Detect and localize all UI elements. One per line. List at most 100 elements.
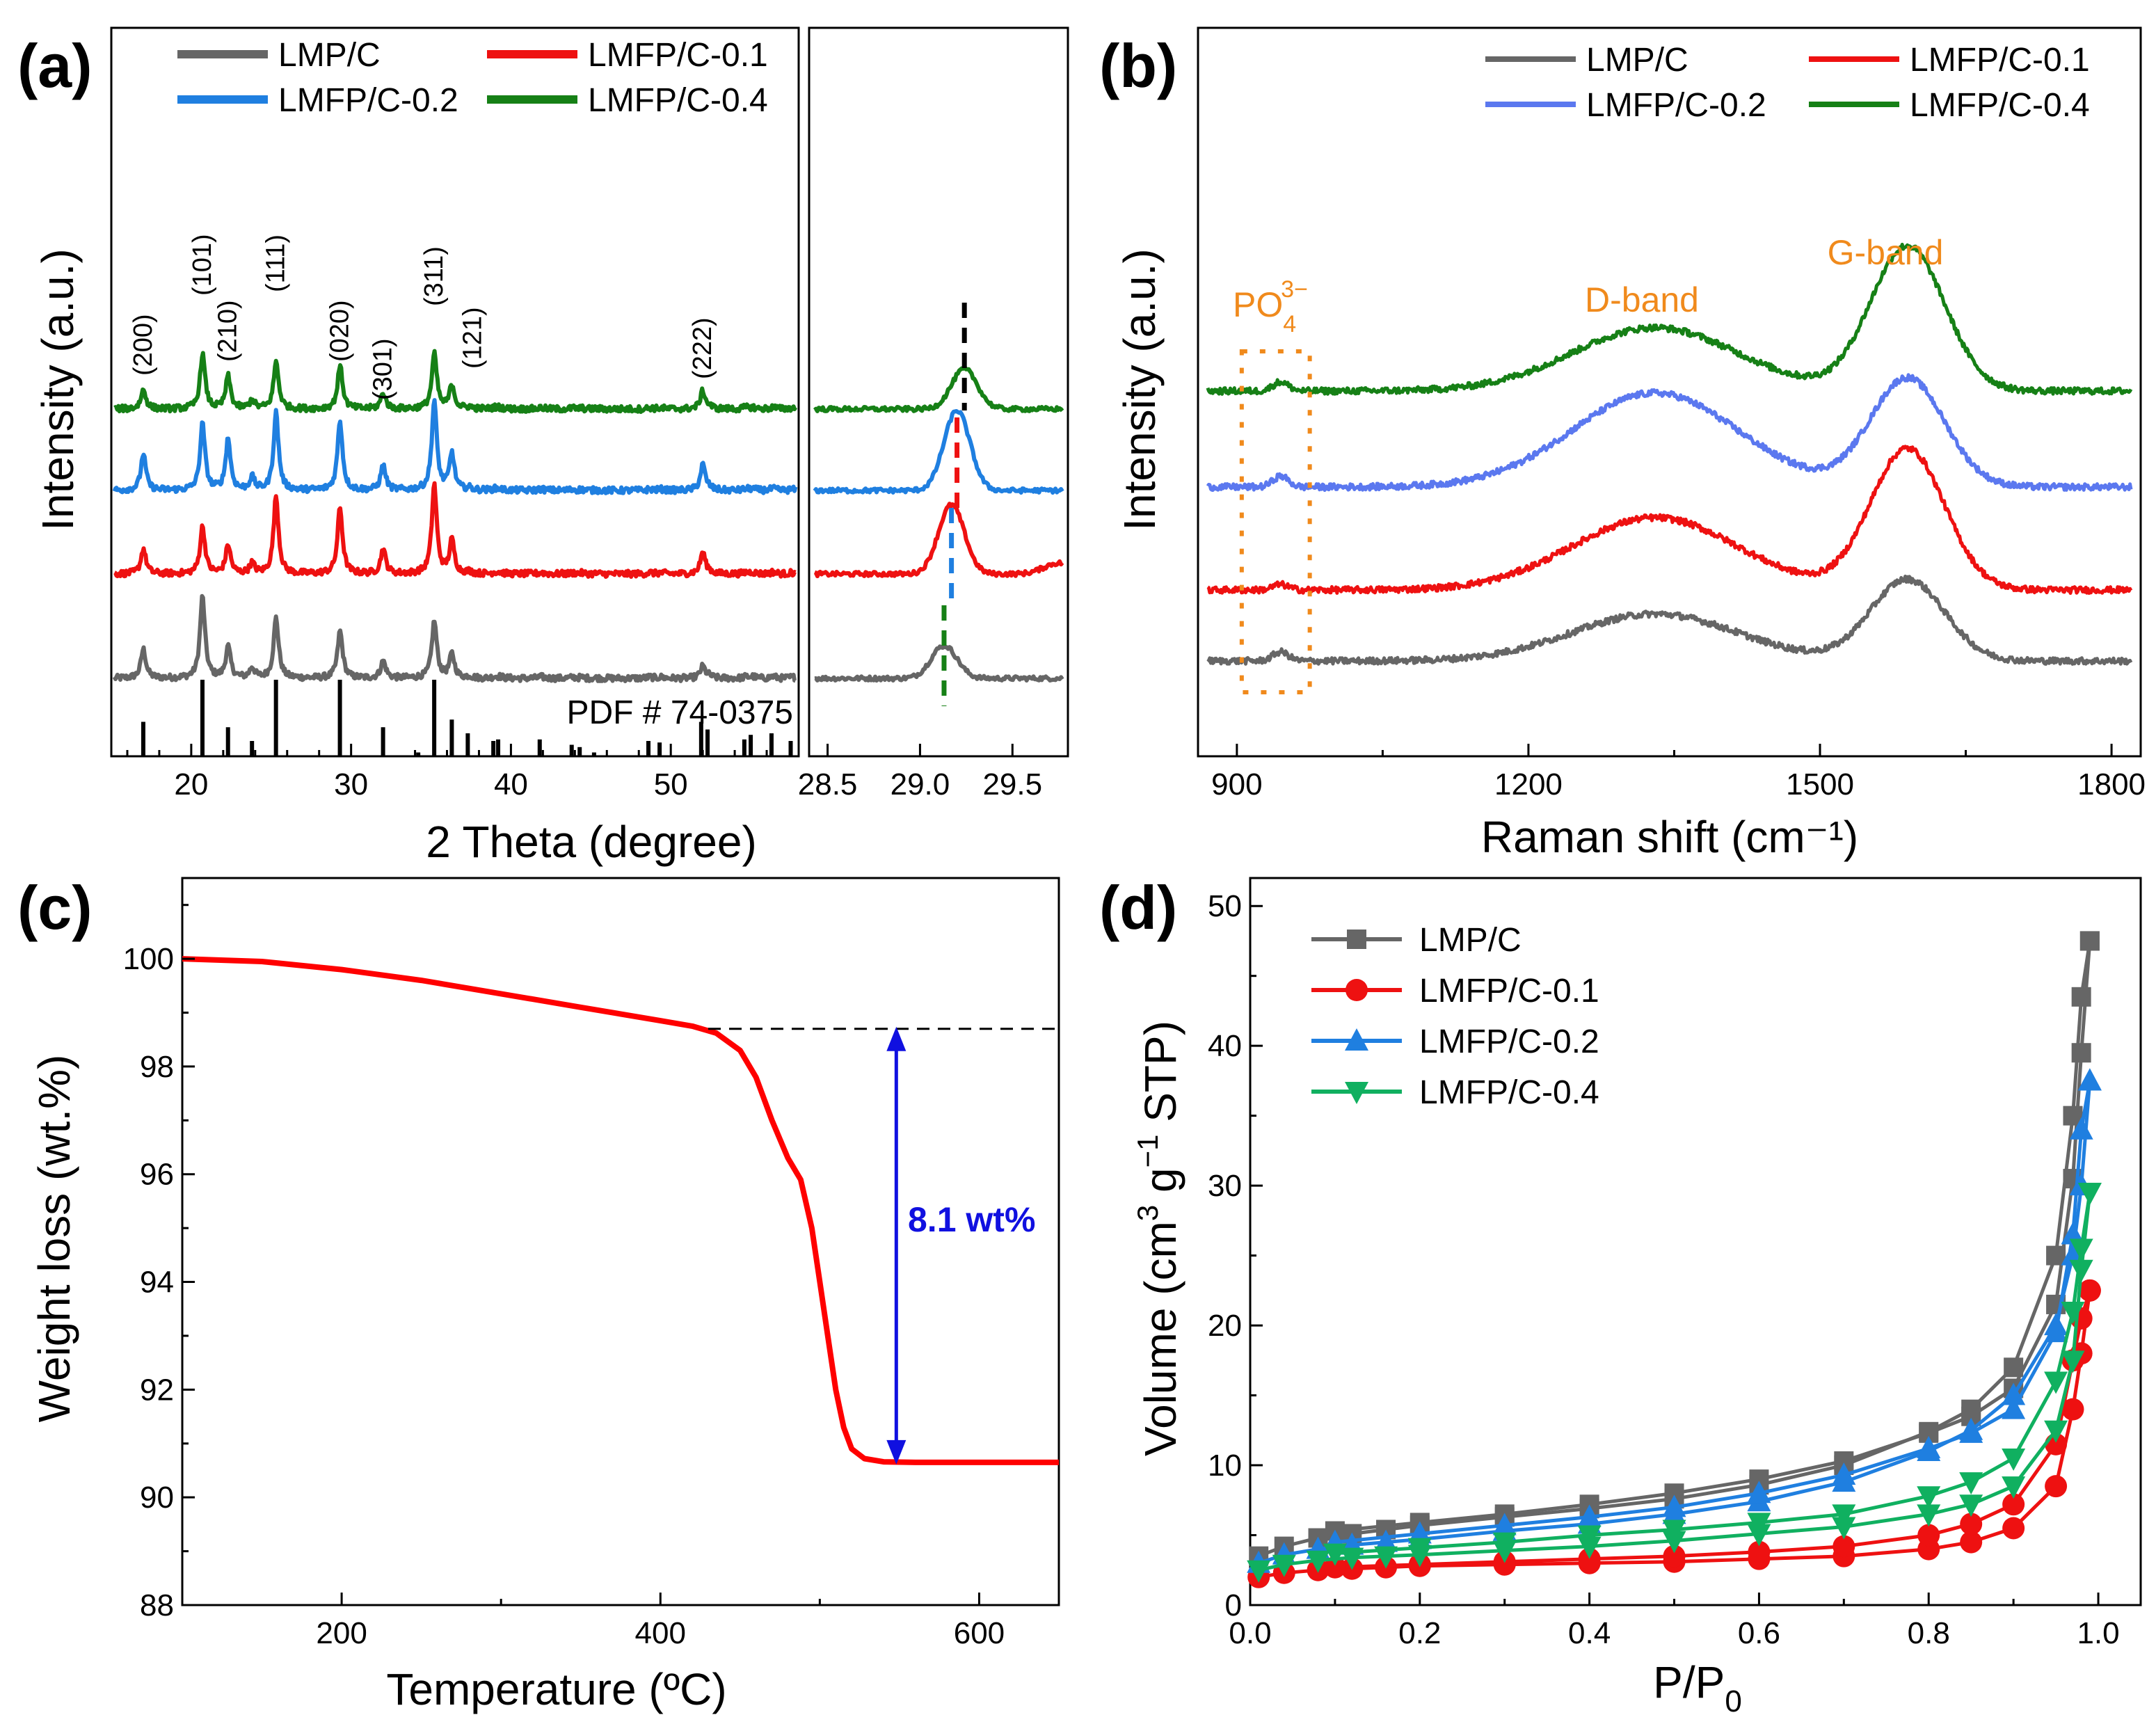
d-legend-marker-3 xyxy=(1345,1082,1368,1104)
isotherm-point-2-desorption-7 xyxy=(1832,1462,1856,1485)
tga-curve xyxy=(182,956,1059,1465)
xrd-line-2 xyxy=(112,398,798,495)
arrow-head-bottom xyxy=(886,1439,907,1465)
isotherm-point-2-desorption-1 xyxy=(2069,1117,2093,1140)
weight-loss-annotation: 8.1 wt% xyxy=(908,1200,1035,1239)
arrow-head-top xyxy=(886,1026,907,1051)
xtick-label-a-2: 40 xyxy=(494,767,528,801)
panel-b-annotations: PO4 3− D-band G-band xyxy=(1233,233,1943,337)
isotherm-desorption-3 xyxy=(1334,1192,2092,1556)
isotherm-point-1-desorption-8 xyxy=(1748,1540,1771,1563)
isotherm-point-2-desorption-6 xyxy=(1917,1435,1941,1458)
isotherm-point-3-desorption-7 xyxy=(1832,1504,1856,1527)
xrd-inset-line-0 xyxy=(813,642,1064,683)
isotherm-point-3-adsorption-0 xyxy=(1247,1560,1271,1583)
panel-a-plot xyxy=(112,303,1064,756)
isotherm-point-2-desorption-2 xyxy=(2061,1222,2085,1245)
xtick-label-d-5: 1.0 xyxy=(2077,1616,2119,1650)
isotherm-point-3-desorption-1 xyxy=(2069,1238,2093,1261)
hkl-label-6: (311) xyxy=(420,246,449,306)
isotherm-point-3-desorption-11 xyxy=(1492,1532,1517,1555)
isotherm-adsorption-0 xyxy=(1258,941,2092,1558)
panel-b: (b) 900 1200 1500 1800 Raman shift (cm⁻¹) I… xyxy=(1099,26,2146,862)
raman-line-0 xyxy=(1206,574,2133,666)
isotherm-point-1-adsorption-15 xyxy=(2061,1398,2084,1421)
ytick-label-c-1: 90 xyxy=(140,1481,174,1515)
panel-b-plot xyxy=(1206,242,2133,694)
xtick-label-b-0: 900 xyxy=(1211,767,1262,801)
xtick-label-d-4: 0.8 xyxy=(1908,1616,1950,1650)
panel-a-hkl-labels: (200) (101) (210) (111) (020) (301) (311) (121)… xyxy=(129,234,717,400)
isotherm-point-2-desorption-9 xyxy=(1662,1494,1686,1517)
isotherm-point-3-desorption-4 xyxy=(2002,1448,2026,1471)
po4-main: PO xyxy=(1233,285,1283,324)
isotherm-point-0-desorption-1 xyxy=(2071,1043,2091,1063)
panel-d-xlabel-sub: 0 xyxy=(1725,1684,1741,1718)
legend-label-lmfp04: LMFP/C-0.4 xyxy=(588,82,768,119)
isotherm-point-1-desorption-5 xyxy=(1960,1513,1983,1535)
ytick-label-d-5: 50 xyxy=(1208,889,1242,923)
isotherm-point-3-adsorption-8 xyxy=(1662,1531,1686,1554)
isotherm-point-2-desorption-8 xyxy=(1747,1481,1771,1503)
xtick-label-d-2: 0.4 xyxy=(1568,1616,1611,1650)
isotherm-point-3-desorption-10 xyxy=(1577,1525,1602,1548)
panel-b-ticks: 900 1200 1500 1800 xyxy=(1211,744,2146,801)
panel-c-ylabel: Weight loss (wt.%) xyxy=(29,1055,79,1423)
ytick-label-c-2: 92 xyxy=(140,1373,174,1407)
isotherm-point-3-adsorption-16 xyxy=(2069,1259,2093,1282)
xtick-label-inset-1: 29.0 xyxy=(891,767,950,801)
isotherm-point-3-adsorption-13 xyxy=(2002,1476,2026,1499)
hkl-label-1: (101) xyxy=(188,234,217,296)
panel-a-ticks: 20 30 40 50 28.5 29.0 29.5 xyxy=(126,744,1042,801)
panel-a-legend: LMP/C LMFP/C-0.1 LMFP/C-0.2 LMFP/C-0.4 xyxy=(177,37,768,119)
d-band-label: D-band xyxy=(1585,280,1699,319)
isotherm-point-2-desorption-4 xyxy=(2002,1396,2026,1419)
hkl-label-3: (111) xyxy=(262,234,291,292)
isotherm-point-3-desorption-9 xyxy=(1662,1519,1686,1542)
xtick-label-a-3: 50 xyxy=(654,767,688,801)
d-legend-label-lmfp02: LMFP/C-0.2 xyxy=(1419,1023,1599,1060)
ytick-label-d-4: 40 xyxy=(1208,1029,1242,1063)
d-legend-marker-1 xyxy=(1345,979,1368,1001)
panel-c-frame xyxy=(181,877,1060,1606)
panel-b-ylabel: Intensity (a.u.) xyxy=(1115,248,1165,531)
xrd-inset-line-3 xyxy=(813,365,1064,413)
po4-box xyxy=(1239,349,1312,694)
b-legend-label-lmfp02: LMFP/C-0.2 xyxy=(1586,87,1766,124)
isotherm-desorption-0 xyxy=(1334,941,2092,1533)
isotherm-point-3-desorption-12 xyxy=(1407,1538,1432,1561)
isotherm-point-3-desorption-3 xyxy=(2044,1371,2068,1394)
panel-c-label: (c) xyxy=(17,873,93,942)
xtick-label-b-1: 1200 xyxy=(1494,767,1563,801)
isotherm-point-1-desorption-6 xyxy=(1917,1524,1940,1547)
ylabel-sup2: −1 xyxy=(1131,1135,1164,1168)
xtick-label-a-0: 20 xyxy=(174,767,208,801)
panel-d-xlabel-main: P/P xyxy=(1653,1657,1725,1707)
d-legend-label-lmfp01: LMFP/C-0.1 xyxy=(1419,973,1599,1010)
xrd-line-3 xyxy=(113,349,798,414)
po4-sup: 3− xyxy=(1281,276,1308,303)
panel-d-legend: LMP/C LMFP/C-0.1 LMFP/C-0.2 LMFP/C-0.4 xyxy=(1311,922,1599,1111)
xtick-label-b-3: 1800 xyxy=(2077,767,2146,801)
isotherm-point-3-adsorption-14 xyxy=(2044,1420,2068,1443)
ytick-label-d-0: 0 xyxy=(1225,1588,1242,1622)
hkl-label-7: (121) xyxy=(458,307,487,369)
panel-a: (a) 20 30 40 50 28.5 29.0 29.5 (200) (101) (210)… xyxy=(17,26,1069,867)
ytick-label-d-1: 10 xyxy=(1208,1449,1242,1483)
isotherm-point-0-adsorption-16 xyxy=(2071,987,2091,1007)
d-legend-label-lmp: LMP/C xyxy=(1419,922,1522,959)
isotherm-point-1-desorption-0 xyxy=(2078,1279,2101,1302)
panel-a-main-frame xyxy=(110,26,800,758)
isotherm-point-3-desorption-5 xyxy=(1959,1472,1983,1495)
isotherm-point-1-desorption-7 xyxy=(1832,1535,1855,1558)
panel-d-ylabel: Volume (cm3 g−1 STP) xyxy=(1131,1021,1185,1456)
panel-c: (c) 200 400 600 88 90 92 94 96 98 100 Temperature… xyxy=(17,873,1060,1714)
ylabel-sup1: 3 xyxy=(1131,1205,1164,1221)
hkl-label-8: (222) xyxy=(688,317,717,379)
raman-line-3 xyxy=(1206,242,2133,396)
ytick-label-d-3: 30 xyxy=(1208,1169,1242,1203)
isotherm-point-3-adsorption-15 xyxy=(2061,1350,2085,1373)
panel-b-legend: LMP/C LMFP/C-0.1 LMFP/C-0.2 LMFP/C-0.4 xyxy=(1485,42,2090,124)
